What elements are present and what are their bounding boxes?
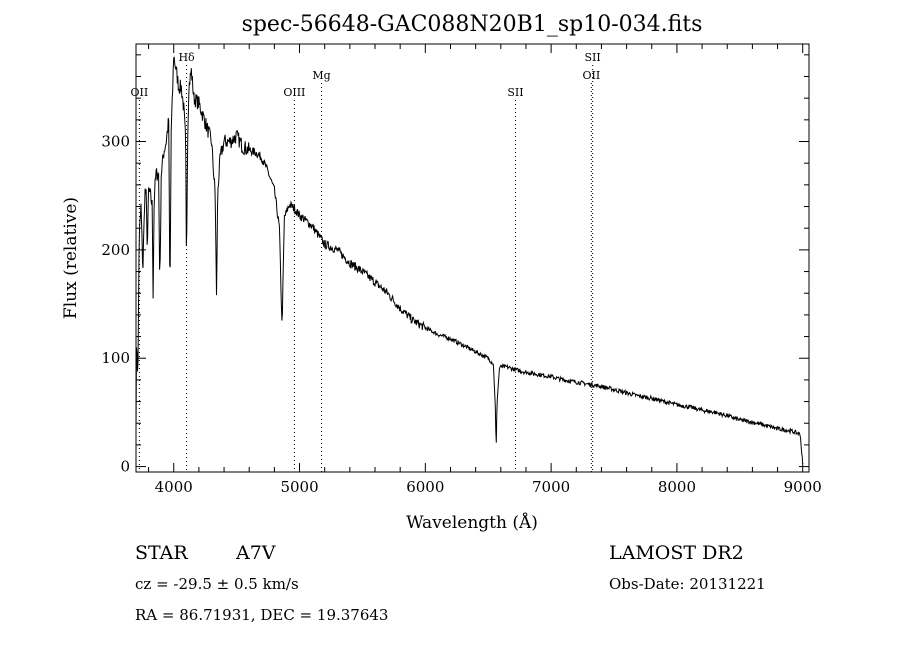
- chart-title: spec-56648-GAC088N20B1_sp10-034.fits: [242, 12, 703, 37]
- object-subclass: A7V: [235, 542, 276, 564]
- marker-label: Mg: [312, 69, 330, 82]
- marker-label: SII: [585, 51, 601, 64]
- spectrum-line: [135, 56, 804, 465]
- x-tick-label: 8000: [658, 478, 696, 496]
- object-class: STAR: [135, 542, 188, 564]
- x-axis-label: Wavelength (Å): [406, 512, 538, 533]
- coordinates: RA = 86.71931, DEC = 19.37643: [135, 606, 388, 624]
- plot-frame: [135, 43, 810, 473]
- x-tick-label: 7000: [532, 478, 570, 496]
- x-tick-label: 5000: [280, 478, 318, 496]
- x-tick-label: 4000: [155, 478, 193, 496]
- y-tick-label: 0: [120, 458, 130, 476]
- marker-label: Hδ: [178, 51, 195, 64]
- plot-border: [135, 43, 810, 473]
- marker-label: SII: [507, 86, 523, 99]
- y-axis-label: Flux (relative): [61, 197, 81, 319]
- x-tick-label: 9000: [784, 478, 822, 496]
- marker-label: OII: [583, 69, 601, 82]
- observation-date: Obs-Date: 20131221: [609, 575, 766, 593]
- x-tick-label: 6000: [406, 478, 444, 496]
- marker-label: OII: [131, 86, 149, 99]
- redshift-velocity: cz = -29.5 ± 0.5 km/s: [135, 575, 299, 593]
- y-tick-label: 300: [101, 133, 130, 151]
- y-tick-label: 100: [101, 349, 130, 367]
- axis-ticks: 4000 5000 6000 7000 8000 9000 0 100 200 300: [101, 44, 822, 496]
- marker-label: OIII: [283, 86, 305, 99]
- survey-name: LAMOST DR2: [609, 542, 744, 564]
- emission-line-markers: OII Hδ OIII Mg SII OII SII: [131, 51, 601, 472]
- y-tick-label: 200: [101, 241, 130, 259]
